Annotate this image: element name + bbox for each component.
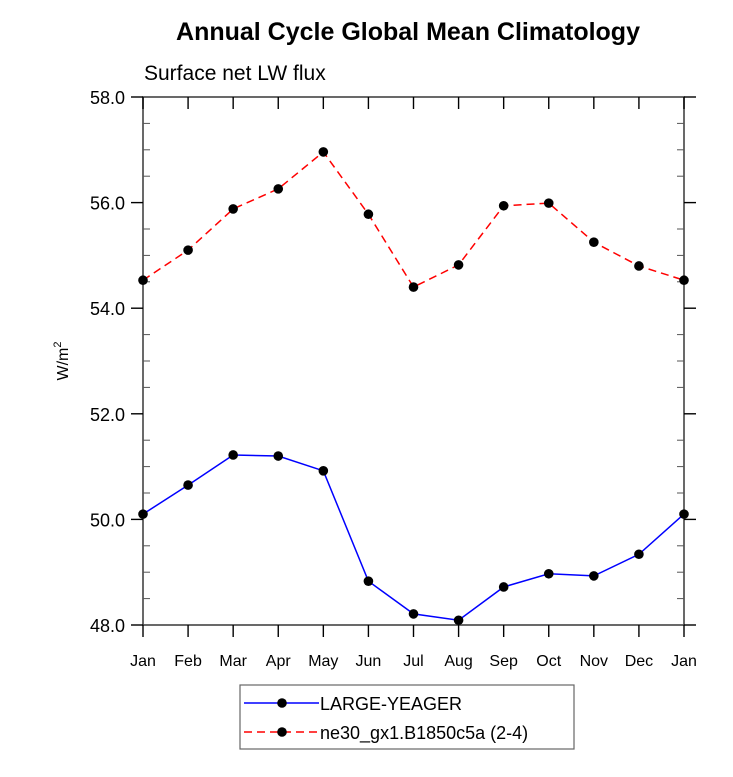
data-point [273, 451, 284, 461]
data-point [363, 576, 374, 586]
legend-label-0: LARGE-YEAGER [320, 694, 462, 714]
y-tick-label: 56.0 [90, 194, 125, 214]
markers [138, 147, 689, 626]
data-point [679, 509, 689, 519]
data-point [498, 582, 509, 592]
y-tick-labels: 48.0 50.0 52.0 54.0 56.0 58.0 [90, 88, 125, 636]
data-point [183, 245, 193, 255]
data-point [453, 260, 464, 270]
data-point [679, 275, 689, 286]
series-line-0 [142, 454, 685, 622]
x-tick-label: Jan [130, 653, 156, 670]
chart-subtitle: Surface net LW flux [144, 62, 326, 85]
data-point [634, 549, 644, 560]
x-tick-label: Mar [219, 653, 247, 670]
chart-title: Annual Cycle Global Mean Climatology [176, 18, 640, 46]
data-point [408, 282, 419, 292]
legend-marker-0 [277, 698, 287, 708]
y-axis-label-text: W/m [55, 348, 72, 381]
data-point [183, 480, 193, 490]
data-point [634, 261, 644, 271]
series-line-1 [142, 150, 685, 289]
data-point [453, 615, 464, 626]
data-point [138, 275, 148, 286]
x-tick-label: May [308, 653, 338, 670]
data-point [408, 609, 419, 619]
x-tick-label: Jun [356, 653, 382, 670]
x-tick-label: Jan [671, 653, 697, 670]
data-point [498, 200, 509, 211]
y-axis-label: W/m2 [52, 342, 72, 381]
legend-box [239, 684, 575, 750]
data-point [589, 237, 599, 247]
x-tick-label: Jul [403, 653, 423, 670]
data-point [318, 466, 329, 476]
x-tick-label: Apr [266, 653, 292, 670]
x-tick-label: Nov [580, 653, 608, 670]
y-tick-label: 54.0 [90, 299, 125, 319]
axes [131, 96, 696, 637]
data-point [543, 568, 554, 579]
legend-label-1: ne30_gx1.B1850c5a (2-4) [320, 723, 528, 744]
legend-marker-1 [277, 727, 287, 737]
data-point [228, 450, 238, 460]
y-tick-label: 52.0 [90, 405, 125, 425]
x-tick-label: Sep [489, 653, 518, 670]
data-point [543, 198, 554, 208]
y-axis-label-superscript: 2 [52, 342, 64, 348]
x-tick-label: Oct [536, 653, 561, 670]
legend: LARGE-YEAGER ne30_gx1.B1850c5a (2-4) [239, 684, 575, 750]
x-tick-label: Feb [174, 653, 202, 670]
x-tick-label: Dec [625, 653, 653, 670]
data-point [228, 204, 238, 214]
x-tick-label: Aug [444, 653, 472, 670]
data-point [273, 184, 284, 194]
y-tick-label: 58.0 [90, 88, 125, 108]
data-point [363, 209, 374, 220]
data-point [318, 147, 329, 157]
plot-frame [142, 96, 685, 626]
y-tick-label: 48.0 [90, 616, 125, 636]
x-tick-labels: Jan Feb Mar Apr May Jun Jul Aug Sep Oct Nov Dec Jan [130, 653, 697, 670]
data-point [589, 571, 599, 581]
data-point [138, 509, 148, 519]
series-lines [142, 150, 685, 622]
y-tick-label: 50.0 [90, 510, 125, 530]
svg-text:W/m2: W/m2 [52, 342, 72, 381]
